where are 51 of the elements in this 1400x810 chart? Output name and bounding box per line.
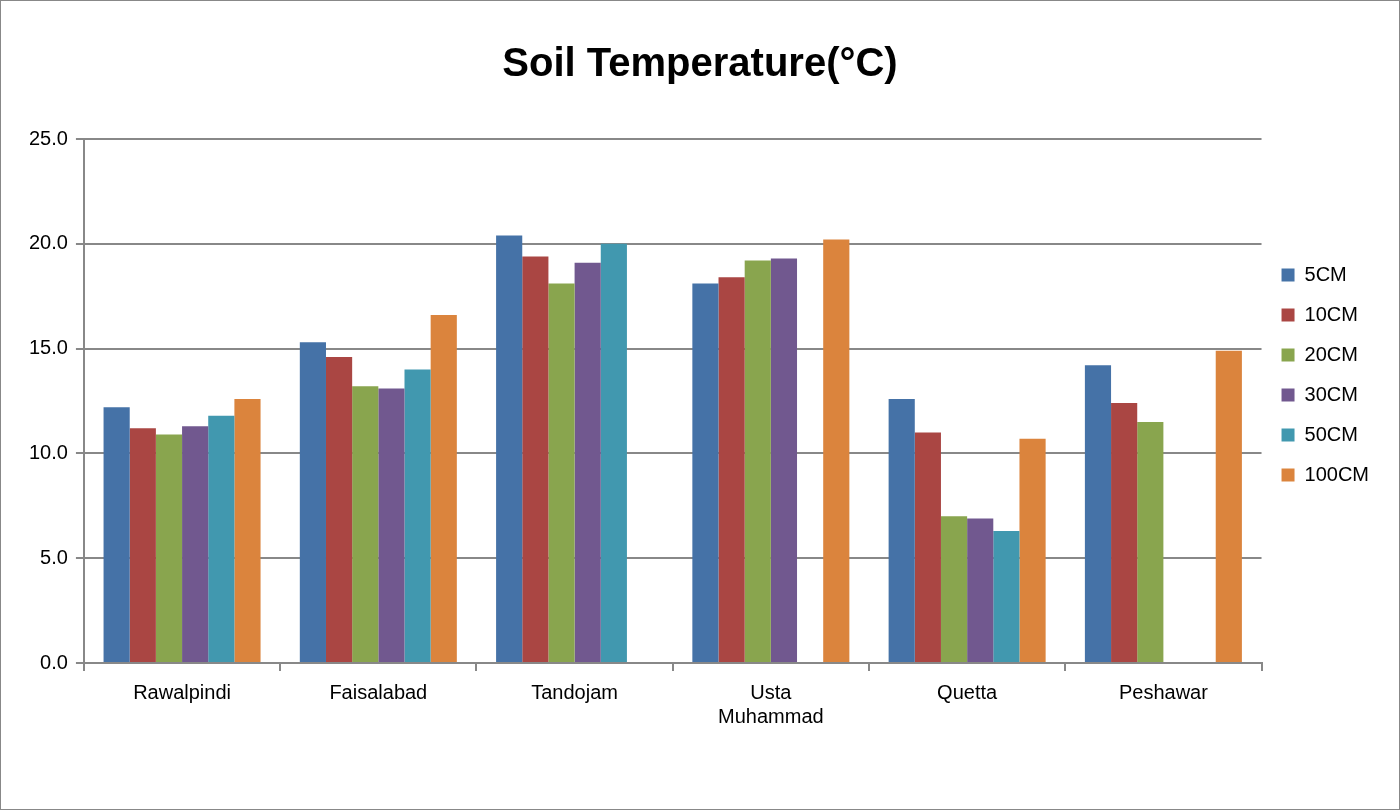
legend-label: 100CM <box>1304 462 1370 485</box>
bar <box>182 426 209 662</box>
bar <box>692 283 719 662</box>
bar <box>967 518 994 662</box>
bar <box>496 235 523 662</box>
legend-label: 5CM <box>1304 262 1347 285</box>
y-tick-label: 25.0 <box>28 126 68 149</box>
bar <box>1084 365 1112 662</box>
legend-label: 10CM <box>1304 302 1358 325</box>
bar <box>744 260 771 662</box>
bar <box>299 342 326 662</box>
bar <box>129 428 156 662</box>
bar <box>770 258 798 662</box>
bar <box>522 256 549 662</box>
bar <box>1111 403 1138 662</box>
legend-label: 30CM <box>1304 382 1358 405</box>
legend-label: 20CM <box>1304 342 1358 365</box>
x-tick-label: Tandojam <box>531 680 618 703</box>
y-tick-label: 5.0 <box>40 545 68 568</box>
bar <box>325 356 353 662</box>
bar <box>103 407 130 662</box>
y-tick-label: 15.0 <box>28 336 68 359</box>
bar <box>378 388 405 662</box>
bar <box>888 398 915 662</box>
bar <box>993 530 1020 662</box>
bar <box>548 283 575 662</box>
legend-label: 50CM <box>1304 422 1358 445</box>
bar <box>823 239 850 662</box>
bar <box>1019 438 1046 662</box>
bar <box>600 243 627 662</box>
bar <box>718 277 745 662</box>
bar <box>404 369 431 662</box>
chart-title: Soil Temperature(°C) <box>502 40 898 85</box>
x-tick-label: Usta Muhammad <box>718 680 824 727</box>
y-tick-label: 20.0 <box>28 231 68 254</box>
bar <box>940 516 968 662</box>
bar <box>208 415 235 662</box>
bar <box>1137 421 1164 662</box>
bar <box>155 434 183 662</box>
bar <box>352 386 379 662</box>
x-tick-label: Rawalpindi <box>133 680 231 703</box>
bar <box>574 262 601 662</box>
y-tick-label: 10.0 <box>28 440 68 463</box>
y-tick-label: 0.0 <box>40 650 68 673</box>
bar <box>1215 350 1242 662</box>
bar <box>234 398 261 662</box>
bar <box>430 315 457 662</box>
x-tick-label: Peshawar <box>1118 680 1209 703</box>
bar <box>914 432 941 662</box>
x-tick-label: Faisalabad <box>329 680 428 703</box>
x-tick-label: Quetta <box>937 680 999 703</box>
